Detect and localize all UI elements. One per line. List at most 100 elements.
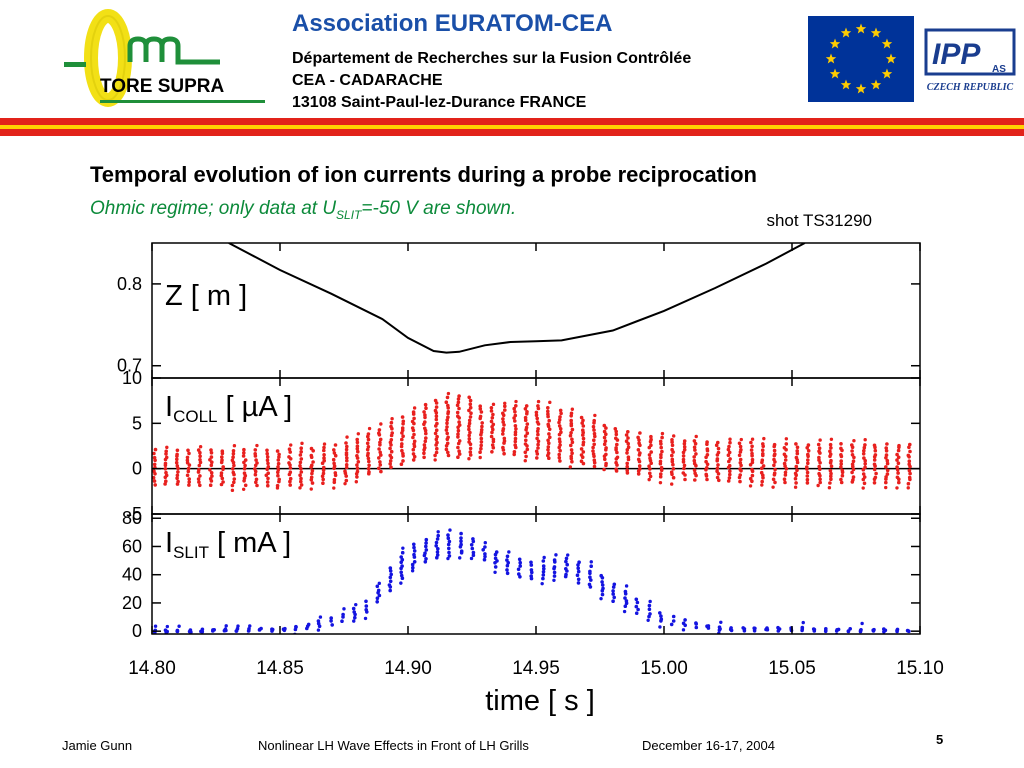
islit-band: [270, 627, 275, 633]
icoll-band: [906, 442, 912, 490]
y-tick-label: 60: [122, 536, 142, 556]
ipp-logo-sub: AS: [992, 64, 1006, 75]
icoll-band: [354, 432, 361, 484]
icoll-band: [512, 399, 518, 457]
icoll-band: [726, 437, 732, 483]
islit-band: [340, 607, 346, 623]
icoll-band: [669, 434, 676, 486]
header-line: 13108 Saint-Paul-lez-Durance FRANCE: [292, 94, 587, 111]
eu-star-icon: [855, 83, 867, 94]
islit-band: [152, 624, 158, 634]
islit-band: [622, 584, 629, 614]
icoll-band: [163, 445, 169, 486]
icoll-band: [196, 445, 203, 488]
y-tick-label: 80: [122, 508, 142, 528]
islit-band: [422, 537, 429, 564]
icoll-band: [219, 449, 225, 487]
icoll-band: [230, 444, 237, 493]
icoll-band: [523, 404, 530, 463]
islit-band: [882, 627, 888, 634]
islit-band: [316, 615, 323, 632]
panel-label-islit: ISLIT [ mA ]: [165, 527, 291, 562]
y-tick-label: 0: [132, 459, 142, 479]
eu-star-icon: [870, 27, 882, 38]
icoll-band: [568, 407, 575, 469]
islit-band: [281, 626, 287, 633]
icoll-band: [433, 398, 439, 462]
islit-band: [493, 550, 499, 574]
eu-star-icon: [829, 38, 841, 49]
icoll-band: [185, 448, 192, 487]
islit-band: [834, 627, 841, 634]
islit-band: [399, 546, 405, 585]
series-icoll: [152, 391, 920, 493]
slide-subtitle: Ohmic regime; only data at USLIT=-50 V a…: [90, 198, 516, 222]
icoll-band: [309, 446, 316, 491]
eu-star-icon: [855, 23, 867, 34]
islit-band: [563, 553, 570, 579]
eu-star-icon: [881, 68, 893, 79]
series-z: [228, 243, 806, 354]
page-number: 5: [936, 732, 944, 747]
panel-icoll: 10 5 0 -5 ICOLL [ µA ]: [122, 368, 921, 524]
x-tick-label: 15.05: [768, 658, 816, 679]
icoll-band: [895, 443, 901, 490]
icoll-band: [861, 438, 867, 490]
islit-band: [599, 573, 605, 601]
icoll-band: [253, 443, 259, 488]
logo-text: TORE SUPRA: [100, 76, 225, 97]
z-trace-line: [228, 243, 806, 354]
icoll-band: [388, 417, 395, 470]
islit-band: [658, 611, 664, 629]
y-tick-label: 20: [122, 593, 142, 613]
islit-band: [175, 624, 181, 634]
icoll-band: [748, 437, 755, 488]
islit-band: [305, 622, 311, 631]
icoll-band: [343, 435, 349, 486]
icoll-band: [884, 442, 890, 490]
icoll-band: [174, 448, 180, 486]
icoll-band: [478, 404, 485, 460]
icoll-band: [365, 426, 372, 476]
islit-band: [211, 628, 216, 633]
islit-band: [446, 528, 452, 561]
icoll-band: [410, 406, 417, 462]
islit-band: [234, 624, 240, 633]
footer-date: December 16-17, 2004: [642, 738, 775, 753]
icoll-band: [681, 439, 687, 482]
y-tick-label: 10: [122, 368, 142, 388]
ipp-logo-text: IPP: [932, 38, 981, 71]
islit-band: [823, 627, 828, 634]
icoll-band: [444, 391, 451, 458]
islit-band: [363, 599, 369, 621]
subtitle-tail: =-50 V are shown.: [361, 198, 517, 219]
eu-star-icon: [840, 79, 852, 90]
icoll-band: [839, 442, 845, 485]
footer-talk-title: Nonlinear LH Wave Effects in Front of LH…: [258, 738, 529, 753]
islit-band: [375, 581, 382, 604]
islit-band: [434, 530, 441, 560]
icoll-band: [152, 447, 158, 487]
islit-band: [694, 621, 699, 630]
islit-band: [516, 557, 522, 579]
islit-band: [705, 624, 711, 630]
ipp-logo: IPP AS CZECH REPUBLIC: [924, 28, 1016, 93]
y-tick-label: -5: [126, 504, 142, 524]
eu-star-icon: [829, 68, 841, 79]
icoll-band: [782, 437, 789, 485]
panel-z: 0.8 0.7 Z [ m ]: [117, 242, 921, 379]
ipp-logo-caption: CZECH REPUBLIC: [927, 82, 1014, 93]
islit-band: [387, 566, 394, 593]
icoll-band: [489, 402, 496, 454]
islit-band: [587, 560, 593, 589]
tore-supra-logo: [64, 9, 265, 107]
subtitle-subscript: SLIT: [336, 207, 362, 222]
icoll-band: [613, 427, 620, 473]
icoll-band: [692, 434, 698, 482]
icoll-band: [816, 438, 822, 488]
islit-band: [469, 537, 476, 561]
icoll-band: [714, 440, 721, 483]
icoll-band: [208, 448, 214, 488]
icoll-band: [602, 423, 608, 472]
icoll-band: [658, 431, 665, 485]
